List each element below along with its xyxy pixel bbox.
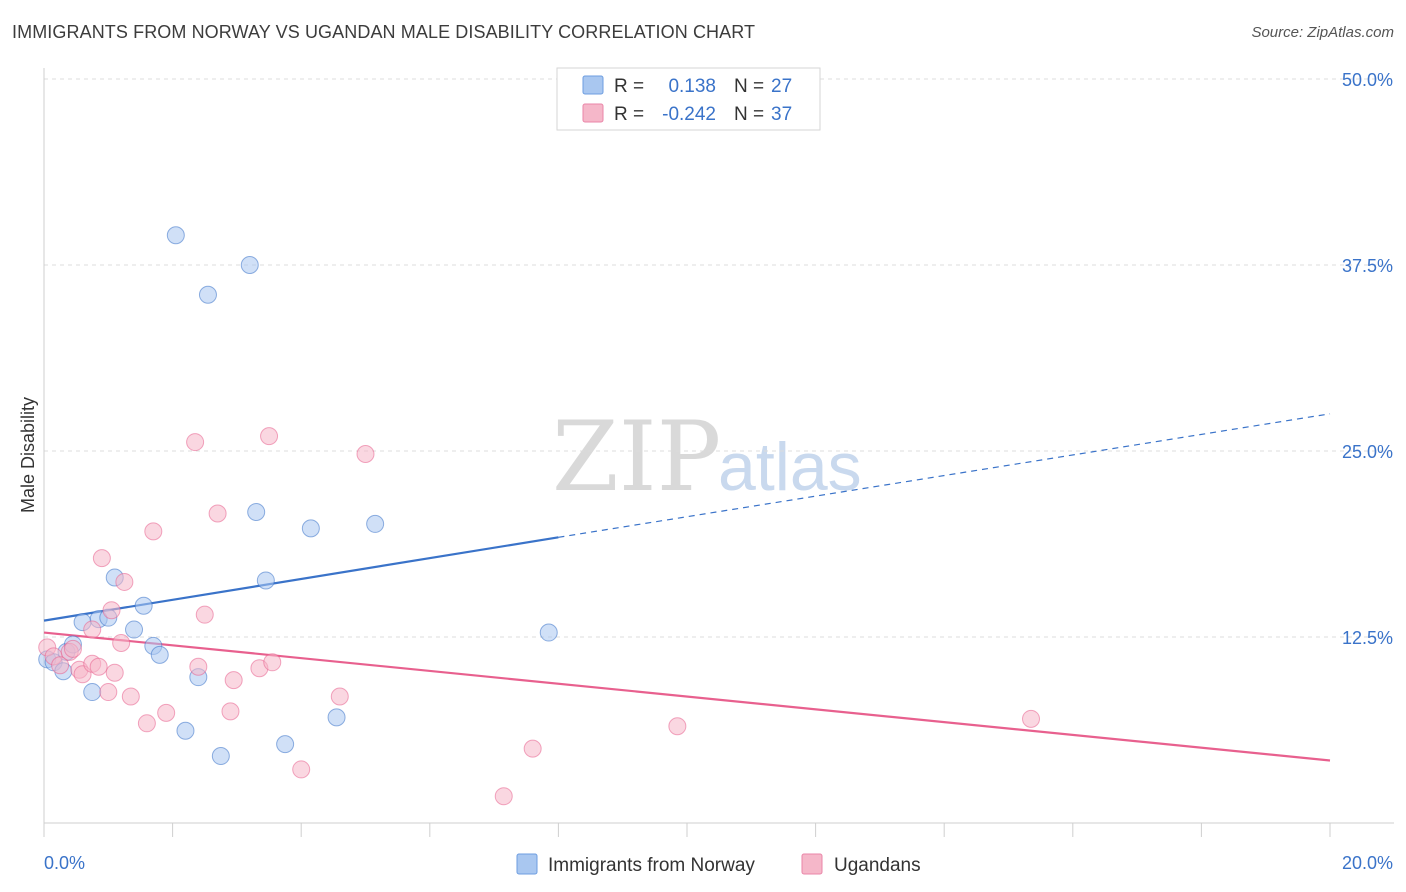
trend-line-dashed-0 <box>558 413 1331 538</box>
point-ugandans-16 <box>121 687 140 706</box>
point-ugandans-11 <box>99 683 118 702</box>
point-ugandans-15 <box>115 572 134 591</box>
point-ugandans-24 <box>221 702 240 721</box>
tick-labels: 12.5% 25.0% 37.5% 50.0% 0.0% 20.0% <box>44 70 1393 873</box>
point-ugandans-2 <box>51 656 70 675</box>
watermark-zip: ZIP <box>552 401 721 513</box>
point-norway-13 <box>150 645 169 664</box>
legend-n-label-ugandans: N = <box>734 104 764 125</box>
point-ugandans-20 <box>186 433 205 452</box>
point-ugandans-25 <box>224 671 243 690</box>
point-norway-15 <box>176 721 195 740</box>
y-axis-title: Male Disability <box>18 397 38 513</box>
axes <box>43 68 1394 837</box>
y-tick-label-2: 37.5% <box>1342 256 1393 276</box>
point-ugandans-14 <box>112 633 131 652</box>
point-norway-14 <box>166 226 185 245</box>
bottom-legend-swatch-ugandans <box>801 853 823 875</box>
source-label: Source: ZipAtlas.com <box>1251 24 1394 41</box>
bottom-legend: Immigrants from Norway Ugandans <box>516 853 921 876</box>
x-tick-label-1: 20.0% <box>1342 853 1393 873</box>
point-ugandans-30 <box>330 687 349 706</box>
point-ugandans-29 <box>292 760 311 779</box>
legend-r-value-ugandans: -0.242 <box>662 104 716 125</box>
point-norway-19 <box>240 256 259 274</box>
legend-swatch-ugandans <box>582 103 604 123</box>
point-norway-11 <box>134 596 153 615</box>
point-norway-22 <box>276 735 295 754</box>
legend-swatch-norway <box>582 75 604 95</box>
point-norway-23 <box>301 519 320 538</box>
point-norway-17 <box>198 285 217 304</box>
point-ugandans-10 <box>92 549 111 568</box>
point-norway-25 <box>366 514 385 533</box>
point-norway-10 <box>125 620 144 639</box>
point-ugandans-4 <box>63 639 82 658</box>
y-tick-label-1: 25.0% <box>1342 442 1393 462</box>
legend-n-value-ugandans: 37 <box>771 104 792 125</box>
point-ugandans-17 <box>137 714 156 733</box>
point-ugandans-34 <box>668 717 687 736</box>
point-ugandans-28 <box>263 653 282 672</box>
point-ugandans-9 <box>89 657 108 676</box>
trend-line-1 <box>43 631 1331 762</box>
bottom-legend-swatch-norway <box>516 853 538 875</box>
legend-n-label-norway: N = <box>734 76 764 97</box>
point-norway-20 <box>247 503 266 522</box>
point-ugandans-22 <box>195 605 214 624</box>
point-norway-21 <box>256 571 275 590</box>
point-ugandans-21 <box>189 657 208 676</box>
grid-lines <box>44 78 1394 638</box>
point-norway-18 <box>211 747 230 766</box>
top-legend: R = 0.138 N = 27 R = -0.242 N = 37 <box>556 67 821 131</box>
point-ugandans-35 <box>1022 709 1041 728</box>
point-ugandans-18 <box>144 522 163 541</box>
legend-r-value-norway: 0.138 <box>668 76 716 97</box>
legend-r-label-ugandans: R = <box>614 104 644 125</box>
trend-line-0 <box>43 536 559 622</box>
point-ugandans-32 <box>494 787 513 806</box>
point-ugandans-19 <box>157 703 176 722</box>
y-tick-label-3: 50.0% <box>1342 70 1393 90</box>
point-ugandans-8 <box>83 620 102 639</box>
chart-title: IMMIGRANTS FROM NORWAY VS UGANDAN MALE D… <box>12 22 756 42</box>
point-ugandans-33 <box>523 739 542 758</box>
data-points <box>38 226 1041 806</box>
point-ugandans-31 <box>356 444 375 463</box>
point-ugandans-12 <box>102 601 121 620</box>
x-tick-label-0: 0.0% <box>44 853 85 873</box>
point-ugandans-27 <box>260 427 279 446</box>
bottom-legend-label-ugandans: Ugandans <box>834 855 921 876</box>
bottom-legend-label-norway: Immigrants from Norway <box>548 855 755 876</box>
watermark-atlas: atlas <box>718 429 862 505</box>
point-norway-26 <box>539 623 558 642</box>
y-tick-label-0: 12.5% <box>1342 628 1393 648</box>
legend-n-value-norway: 27 <box>771 76 792 97</box>
legend-r-label-norway: R = <box>614 76 644 97</box>
point-norway-6 <box>83 683 102 702</box>
point-ugandans-23 <box>208 504 227 523</box>
trend-lines <box>43 413 1331 762</box>
point-ugandans-13 <box>105 663 124 682</box>
point-norway-24 <box>327 708 346 727</box>
